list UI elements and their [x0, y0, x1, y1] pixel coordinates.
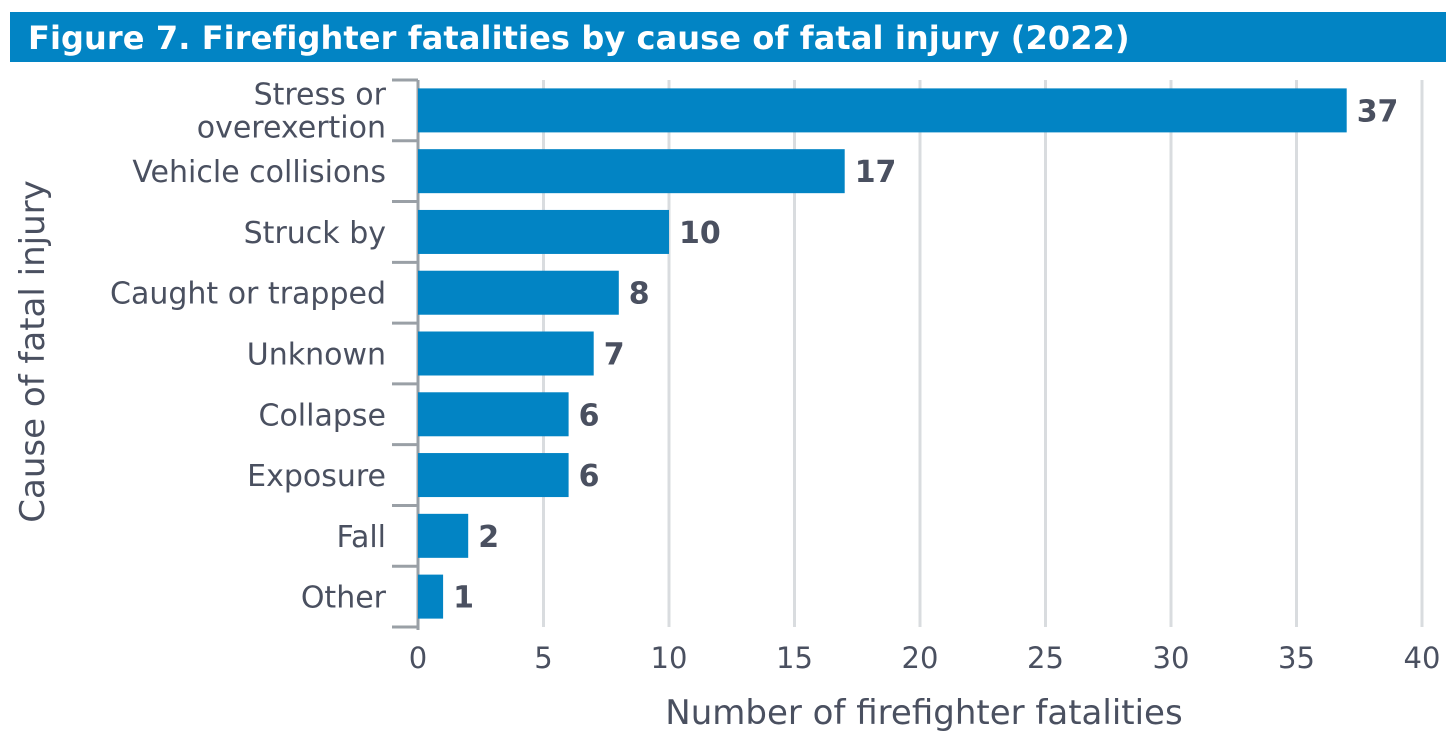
bar: [418, 513, 469, 558]
x-tick-label: 5: [534, 641, 552, 675]
category-label: Caught or trapped: [110, 277, 386, 312]
bar: [418, 574, 444, 619]
category-label: Struck by: [244, 216, 386, 251]
data-label: 2: [478, 520, 499, 555]
x-tick-label: 25: [1027, 641, 1064, 675]
data-label: 17: [855, 155, 897, 190]
data-label: 8: [629, 277, 650, 312]
x-tick-label: 40: [1404, 641, 1441, 675]
category-label: Vehicle collisions: [132, 155, 386, 190]
bar: [418, 270, 619, 315]
x-tick-label: 10: [651, 641, 688, 675]
data-label: 6: [579, 398, 600, 433]
category-label: Exposure: [247, 459, 386, 494]
data-label: 7: [604, 338, 625, 373]
category-label: Other: [301, 581, 387, 616]
data-label: 6: [579, 459, 600, 494]
chart-title-bar: Figure 7. Firefighter fatalities by caus…: [10, 12, 1446, 62]
bar: [418, 331, 594, 376]
bar: [418, 149, 845, 194]
data-label: 10: [679, 216, 721, 251]
x-tick-label: 20: [902, 641, 939, 675]
data-label: 37: [1357, 94, 1399, 129]
bar: [418, 392, 569, 437]
x-tick-label: 30: [1153, 641, 1190, 675]
x-axis-title: Number of firefighter fatalities: [665, 693, 1182, 733]
category-label: Unknown: [247, 338, 386, 373]
category-label: Stress or overexertion: [197, 77, 387, 145]
category-label: Fall: [336, 520, 386, 555]
data-label: 1: [453, 581, 474, 616]
x-tick-label: 15: [776, 641, 813, 675]
chart-title: Figure 7. Firefighter fatalities by caus…: [28, 19, 1130, 57]
category-label: Collapse: [259, 398, 387, 433]
bar: [418, 88, 1347, 133]
x-tick-label: 35: [1278, 641, 1315, 675]
x-tick-label: 0: [409, 641, 427, 675]
bar: [418, 209, 669, 254]
y-axis-title: Cause of fatal injury: [13, 180, 53, 522]
bar: [418, 453, 569, 498]
